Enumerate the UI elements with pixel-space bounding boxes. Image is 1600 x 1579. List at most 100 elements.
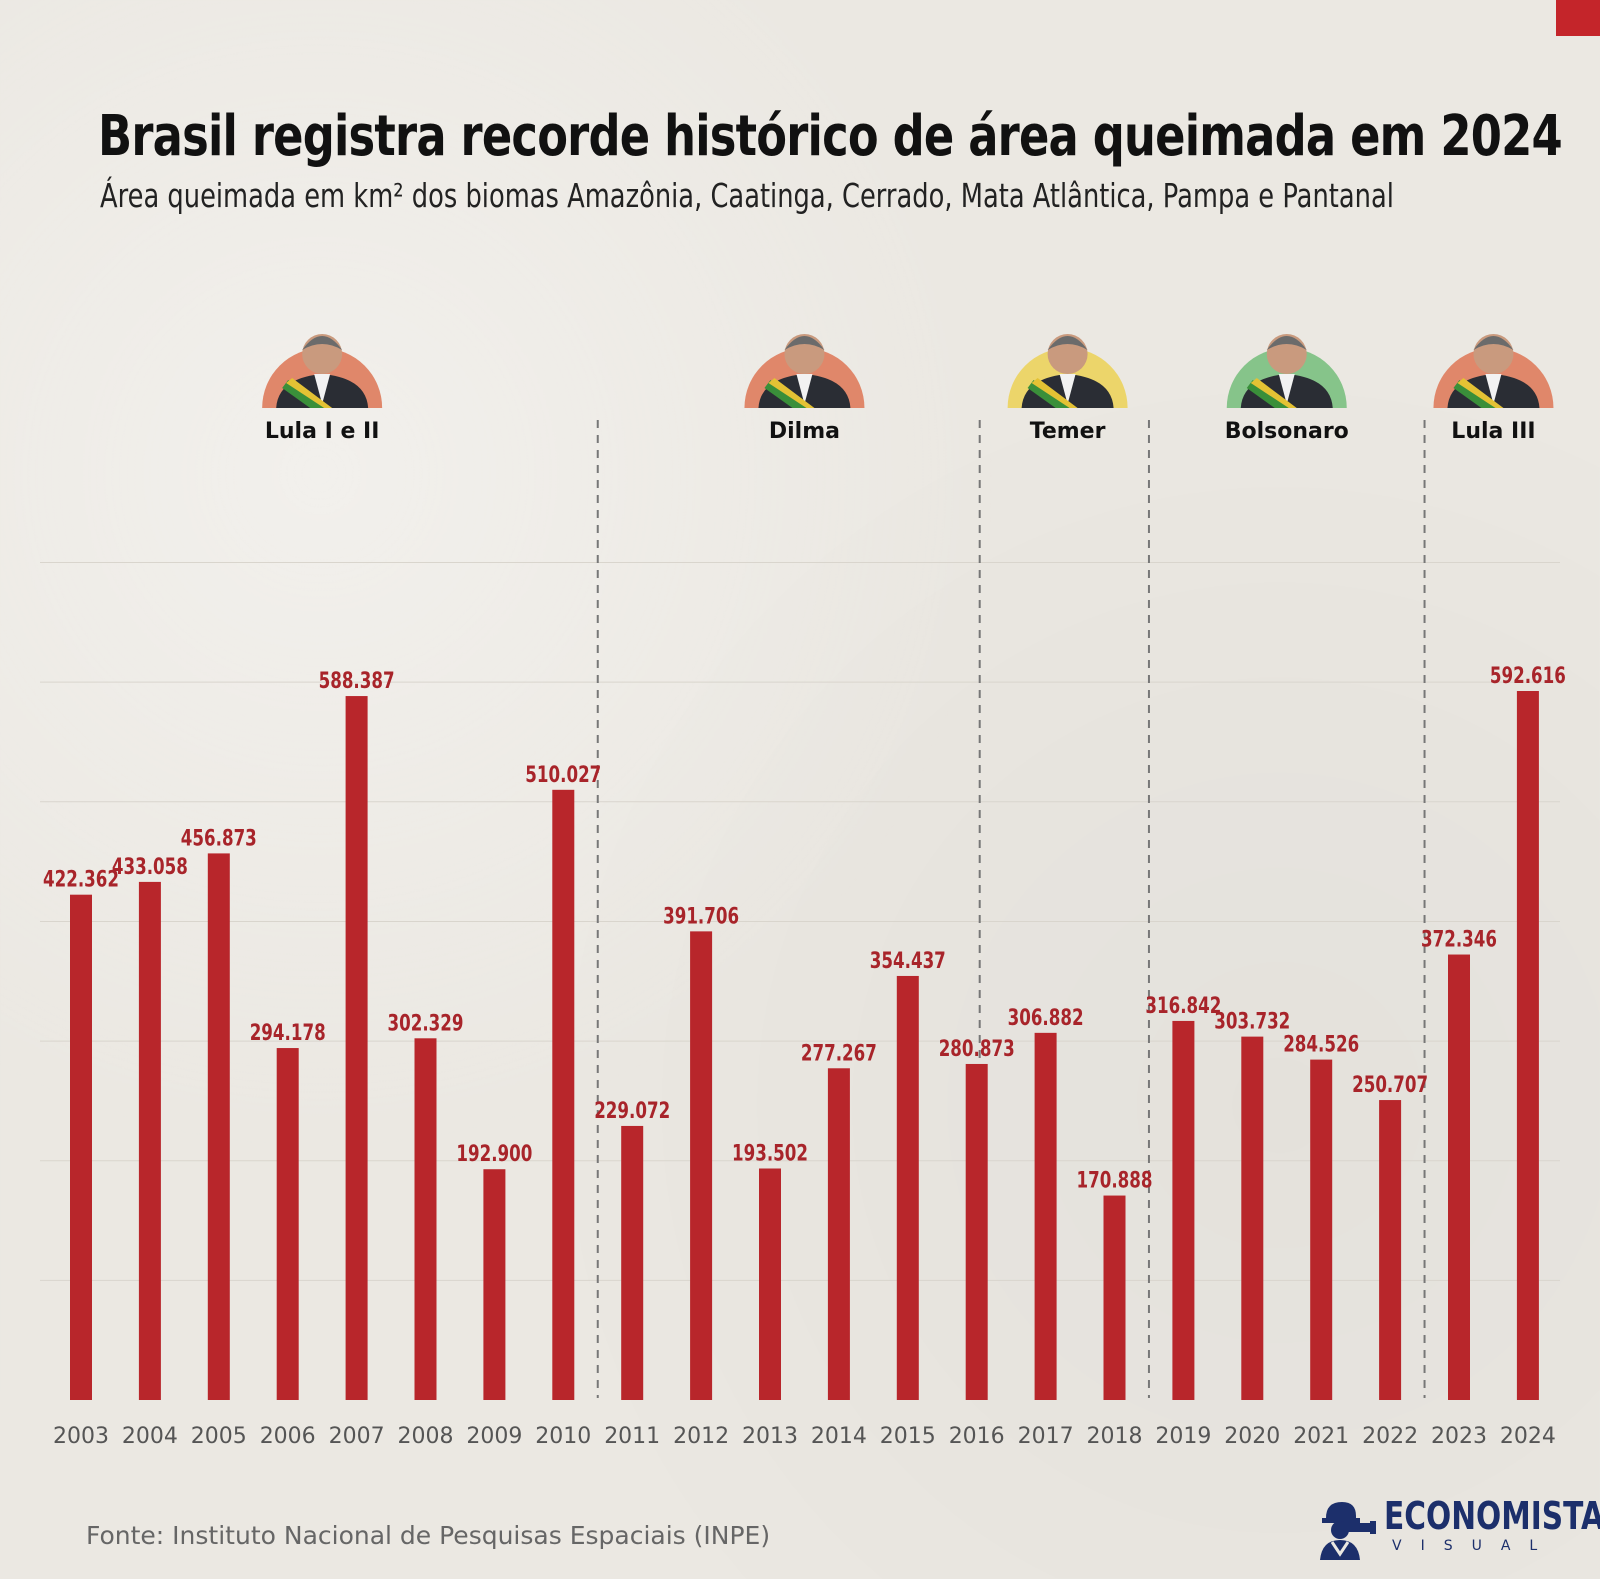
bar-2021 [1310,1059,1333,1400]
value-label: 193.502 [732,1141,808,1166]
year-label: 2012 [673,1424,729,1449]
president-dilma: Dilma [744,334,865,444]
value-label: 280.873 [939,1037,1015,1062]
bar-2011 [621,1125,644,1400]
bar-2008 [414,1038,437,1400]
brand-name: ECONOMISTA [1384,1494,1600,1538]
year-label: 2015 [880,1424,936,1449]
value-label: 456.873 [181,826,257,851]
bar-2010 [552,789,575,1400]
bar-2003 [70,894,92,1400]
bar-2009 [483,1169,506,1400]
portrait-shirt [1278,374,1295,404]
president-name: Bolsonaro [1225,419,1349,444]
year-label: 2022 [1362,1424,1418,1449]
sash-yellow [286,378,333,408]
year-label: 2020 [1224,1424,1280,1449]
year-label: 2013 [742,1424,798,1449]
bar-2005 [207,853,230,1400]
year-label: 2024 [1500,1424,1556,1449]
bar-2012 [690,931,713,1400]
president-bolsonaro: Bolsonaro [1225,334,1349,444]
year-label: 2023 [1431,1424,1487,1449]
bar-2016 [965,1063,988,1400]
brand-subtitle: VISUAL [1392,1538,1557,1554]
year-label: 2003 [53,1424,109,1449]
president-name: Lula III [1451,419,1535,444]
value-label: 294.178 [250,1021,326,1046]
year-label: 2007 [329,1424,385,1449]
value-label: 170.888 [1077,1169,1153,1194]
year-label: 2010 [535,1424,591,1449]
bar-2020 [1241,1036,1264,1400]
year-label: 2021 [1293,1424,1349,1449]
portrait-hair [784,336,825,350]
value-label: 422.362 [43,868,119,893]
president-lula-i-e-ii: Lula I e II [262,334,383,444]
year-label: 2006 [260,1424,316,1449]
bar-2024 [1516,691,1539,1400]
portrait-shirt [314,374,331,404]
year-label: 2017 [1018,1424,1074,1449]
year-label: 2018 [1087,1424,1143,1449]
bar-2007 [345,696,368,1400]
bar-2013 [759,1168,781,1400]
year-label: 2011 [604,1424,660,1449]
year-label: 2014 [811,1424,867,1449]
president-lula-iii: Lula III [1433,334,1554,444]
chart-title: Brasil registra recorde histórico de áre… [98,104,1563,169]
president-temer: Temer [1007,334,1128,444]
value-label: 250.707 [1352,1073,1428,1098]
value-label: 302.329 [388,1011,464,1036]
bar-2014 [827,1068,850,1400]
chart-subtitle: Área queimada em km² dos biomas Amazônia… [100,176,1394,215]
value-label: 229.072 [594,1099,670,1124]
value-label: 303.732 [1214,1010,1290,1035]
value-label: 391.706 [663,904,739,929]
bar-2023 [1448,954,1470,1400]
value-label: 316.842 [1145,994,1221,1019]
sash-yellow [1250,378,1297,408]
year-label: 2009 [466,1424,522,1449]
president-name: Lula I e II [265,419,380,444]
president-name: Dilma [769,419,840,444]
corner-accent [1556,0,1600,36]
source-note: Fonte: Instituto Nacional de Pesquisas E… [86,1521,771,1550]
bar-2015 [896,975,919,1400]
value-label: 588.387 [319,669,395,694]
year-label: 2005 [191,1424,247,1449]
brand-logo: ECONOMISTA VISUAL [1312,1492,1600,1562]
spyglass-figure-icon [1320,1502,1376,1560]
value-label: 284.526 [1283,1033,1359,1058]
value-label: 277.267 [801,1041,877,1066]
year-label: 2019 [1155,1424,1211,1449]
year-label: 2016 [949,1424,1005,1449]
portrait-hair [1047,336,1088,350]
value-label: 306.882 [1008,1006,1084,1031]
president-name: Temer [1030,419,1106,444]
value-label: 592.616 [1490,664,1566,689]
sash-yellow [1031,378,1078,408]
year-label: 2004 [122,1424,178,1449]
portrait-hair [1266,336,1307,350]
bar-2018 [1103,1195,1126,1400]
portrait-shirt [1059,374,1076,404]
portrait-hair [302,336,343,350]
value-label: 354.437 [870,949,946,974]
value-label: 510.027 [525,763,601,788]
bar-2019 [1172,1020,1195,1400]
portrait-hair [1473,336,1514,350]
bar-2017 [1034,1032,1057,1400]
bar-2006 [276,1048,299,1400]
bar-2022 [1379,1100,1402,1400]
year-label: 2008 [398,1424,454,1449]
portrait-shirt [796,374,813,404]
sash-yellow [768,378,815,408]
value-label: 372.346 [1421,928,1497,953]
value-label: 433.058 [112,855,188,880]
portrait-shirt [1485,374,1502,404]
sash-yellow [1457,378,1504,408]
value-label: 192.900 [456,1142,532,1167]
bar-2004 [138,881,161,1400]
